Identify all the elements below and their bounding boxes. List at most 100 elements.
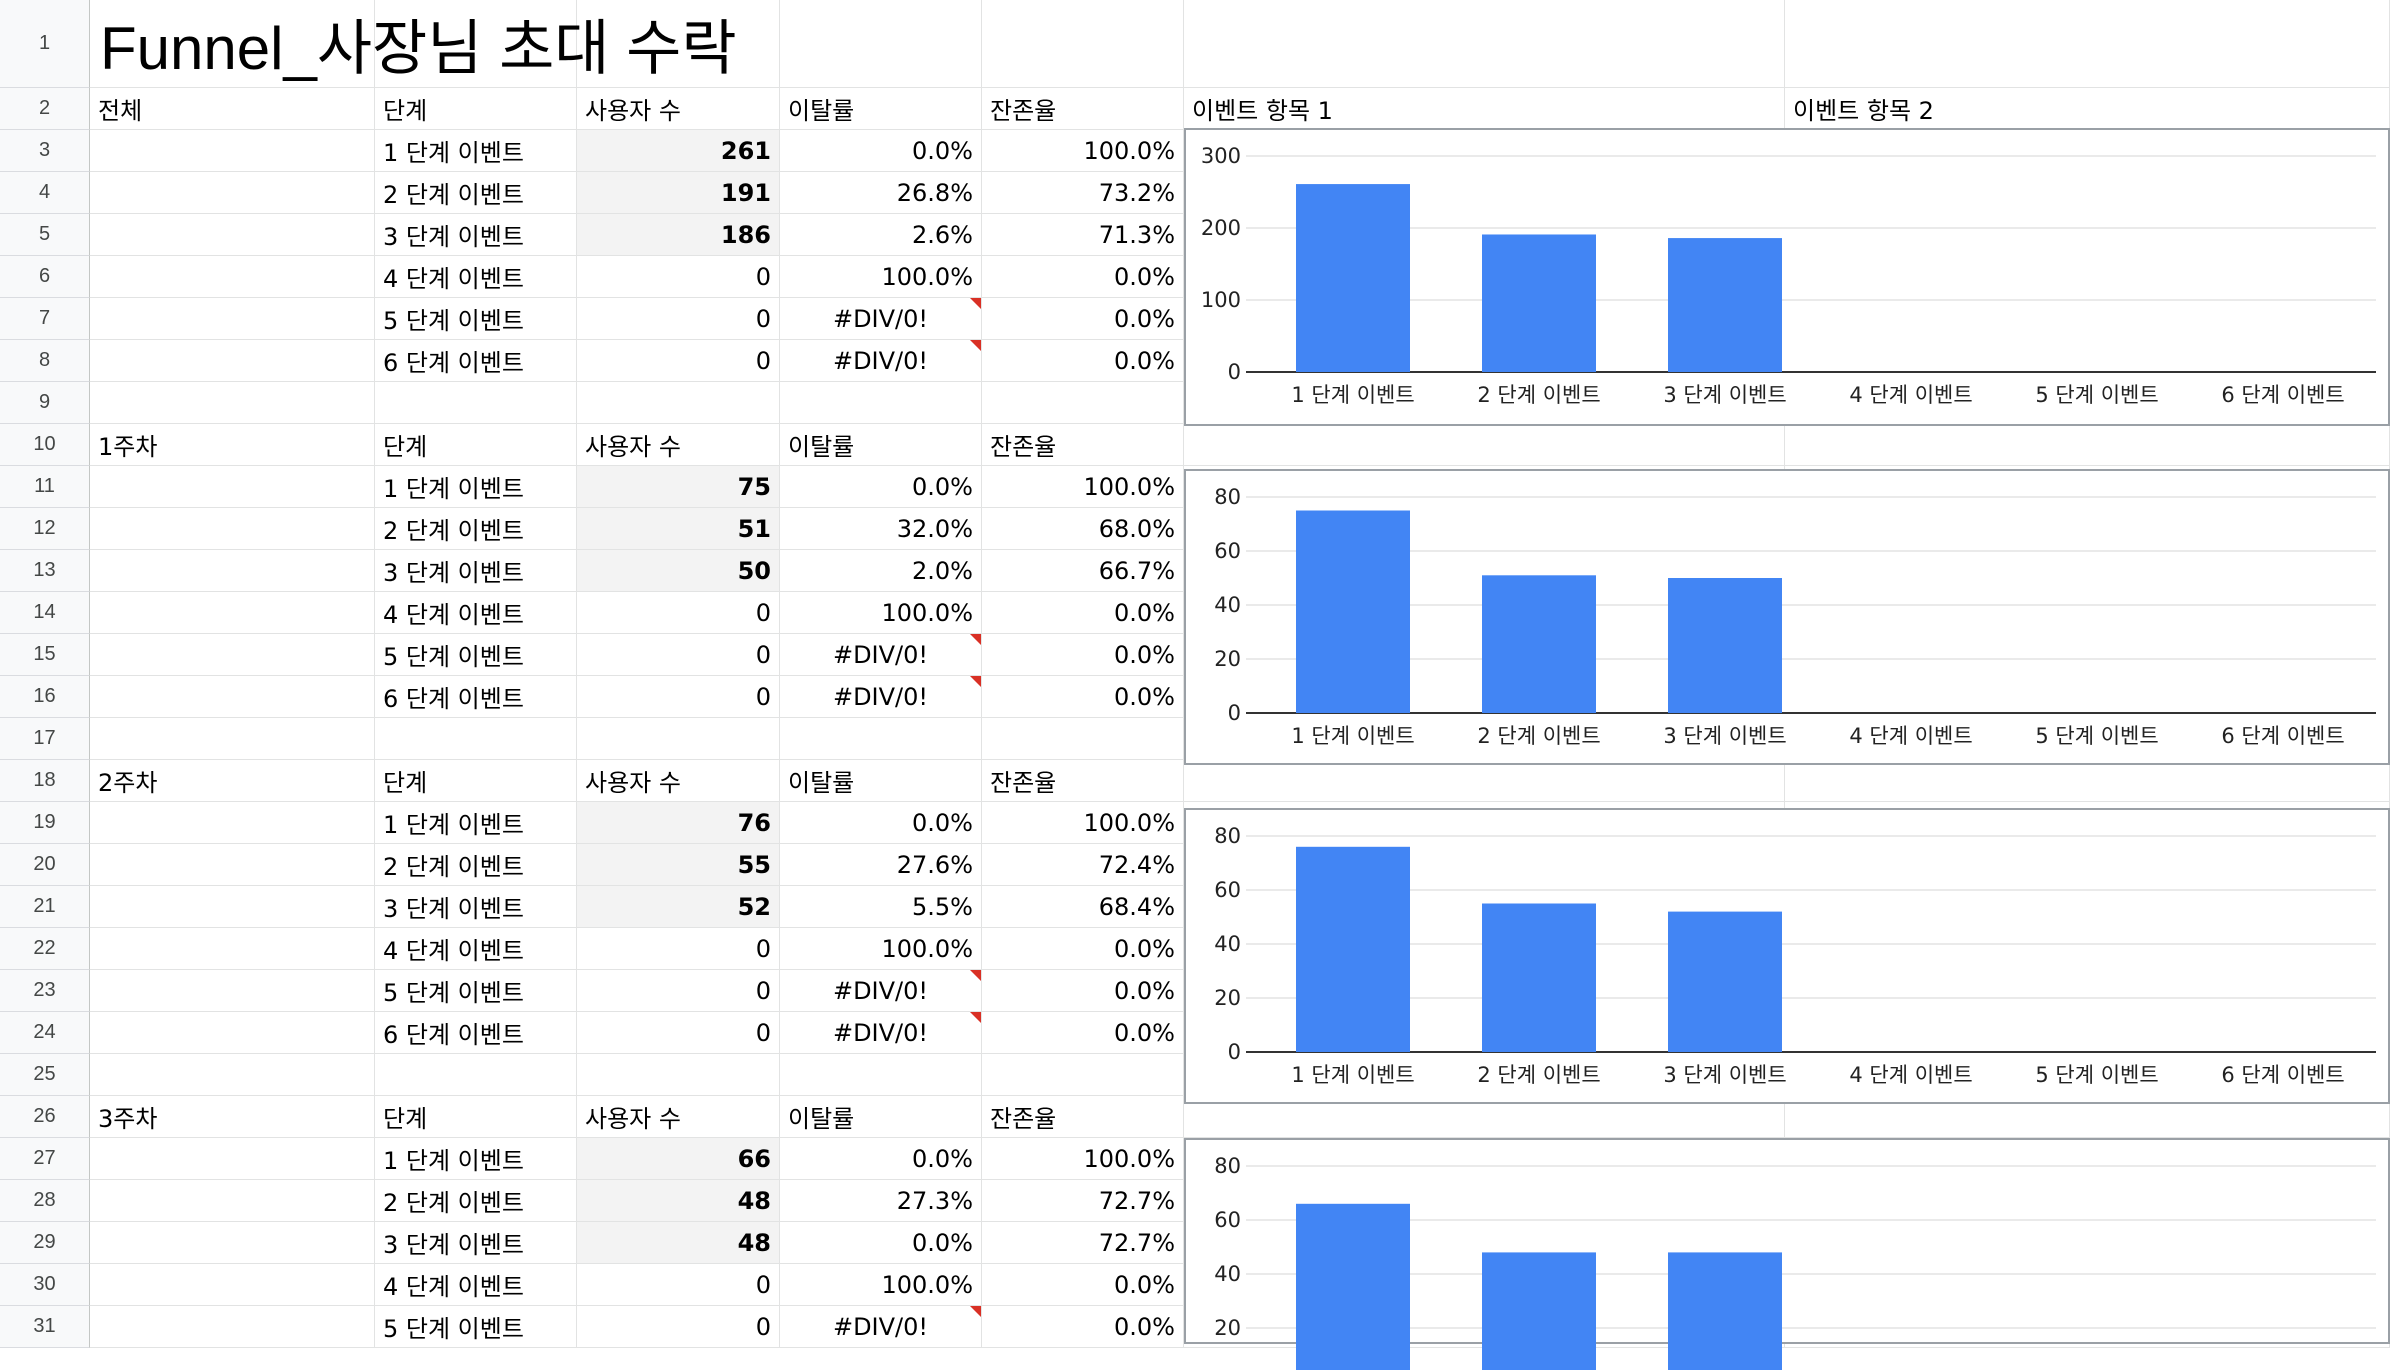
empty-cell[interactable]	[90, 382, 375, 424]
error-marker-icon[interactable]	[970, 970, 981, 981]
empty-cell[interactable]	[90, 256, 375, 298]
dropout-cell[interactable]: 0.0%	[780, 1222, 982, 1264]
empty-cell[interactable]	[90, 130, 375, 172]
empty-cell[interactable]	[1184, 1096, 1785, 1138]
dropout-cell[interactable]: 100.0%	[780, 256, 982, 298]
empty-cell[interactable]	[982, 1054, 1184, 1096]
stage-cell[interactable]: 5 단계 이벤트	[375, 298, 577, 340]
dropout-cell[interactable]: 0.0%	[780, 1138, 982, 1180]
retention-cell[interactable]: 100.0%	[982, 466, 1184, 508]
retention-cell[interactable]: 0.0%	[982, 1012, 1184, 1054]
bar[interactable]	[1296, 846, 1410, 1052]
retention-cell[interactable]: 0.0%	[982, 1306, 1184, 1348]
stage-cell[interactable]: 1 단계 이벤트	[375, 802, 577, 844]
empty-cell[interactable]	[90, 802, 375, 844]
empty-cell[interactable]	[90, 676, 375, 718]
error-marker-icon[interactable]	[970, 340, 981, 351]
dropout-error-cell[interactable]: #DIV/0!	[780, 970, 982, 1012]
empty-cell[interactable]	[90, 592, 375, 634]
dropout-cell[interactable]: 100.0%	[780, 1264, 982, 1306]
dropout-cell[interactable]: 100.0%	[780, 928, 982, 970]
row-header[interactable]: 10	[0, 424, 90, 466]
empty-cell[interactable]	[982, 0, 1184, 88]
empty-cell[interactable]	[90, 550, 375, 592]
row-header[interactable]: 21	[0, 886, 90, 928]
stage-cell[interactable]: 3 단계 이벤트	[375, 1222, 577, 1264]
users-cell[interactable]: 66	[577, 1138, 780, 1180]
error-marker-icon[interactable]	[970, 634, 981, 645]
empty-cell[interactable]	[90, 298, 375, 340]
empty-cell[interactable]	[90, 508, 375, 550]
users-cell[interactable]: 186	[577, 214, 780, 256]
column-header-dropout[interactable]: 이탈률	[780, 88, 982, 130]
dropout-cell[interactable]: 27.3%	[780, 1180, 982, 1222]
row-header[interactable]: 7	[0, 298, 90, 340]
column-header-event2[interactable]: 이벤트 항목 2	[1785, 88, 2390, 130]
retention-cell[interactable]: 66.7%	[982, 550, 1184, 592]
column-header-event1[interactable]: 이벤트 항목 1	[1184, 88, 1785, 130]
empty-cell[interactable]	[577, 718, 780, 760]
bar-chart[interactable]: 0 20 40 60 80 1 단계 이벤트 2 단계 이벤트 3 단계 이벤트 4 단계 이벤…	[1184, 469, 2390, 765]
users-cell[interactable]: 0	[577, 340, 780, 382]
empty-cell[interactable]	[1184, 0, 1785, 88]
users-cell[interactable]: 0	[577, 634, 780, 676]
column-header-dropout[interactable]: 이탈률	[780, 424, 982, 466]
row-header[interactable]: 23	[0, 970, 90, 1012]
stage-cell[interactable]: 4 단계 이벤트	[375, 592, 577, 634]
bar-chart[interactable]: 0 20 40 60 80 1 단계 이벤트 2 단계 이벤트 3 단계 이벤트 4 단계 이벤…	[1184, 808, 2390, 1104]
row-header[interactable]: 2	[0, 88, 90, 130]
dropout-error-cell[interactable]: #DIV/0!	[780, 298, 982, 340]
bar[interactable]	[1296, 1203, 1410, 1370]
users-cell[interactable]: 48	[577, 1180, 780, 1222]
retention-cell[interactable]: 0.0%	[982, 592, 1184, 634]
empty-cell[interactable]	[1184, 424, 1785, 466]
retention-cell[interactable]: 100.0%	[982, 130, 1184, 172]
stage-cell[interactable]: 5 단계 이벤트	[375, 634, 577, 676]
stage-cell[interactable]: 4 단계 이벤트	[375, 928, 577, 970]
stage-cell[interactable]: 6 단계 이벤트	[375, 1012, 577, 1054]
stage-cell[interactable]: 2 단계 이벤트	[375, 172, 577, 214]
users-cell[interactable]: 0	[577, 298, 780, 340]
error-marker-icon[interactable]	[970, 1306, 981, 1317]
users-cell[interactable]: 0	[577, 970, 780, 1012]
error-marker-icon[interactable]	[970, 1012, 981, 1023]
dropout-error-cell[interactable]: #DIV/0!	[780, 676, 982, 718]
row-header[interactable]: 14	[0, 592, 90, 634]
error-marker-icon[interactable]	[970, 298, 981, 309]
stage-cell[interactable]: 1 단계 이벤트	[375, 1138, 577, 1180]
stage-cell[interactable]: 6 단계 이벤트	[375, 340, 577, 382]
retention-cell[interactable]: 72.7%	[982, 1222, 1184, 1264]
stage-cell[interactable]: 1 단계 이벤트	[375, 130, 577, 172]
row-header[interactable]: 25	[0, 1054, 90, 1096]
bar[interactable]	[1296, 184, 1410, 372]
row-header[interactable]: 31	[0, 1306, 90, 1348]
row-header[interactable]: 9	[0, 382, 90, 424]
empty-cell[interactable]	[90, 1222, 375, 1264]
bar[interactable]	[1668, 238, 1782, 372]
dropout-error-cell[interactable]: #DIV/0!	[780, 1012, 982, 1054]
retention-cell[interactable]: 0.0%	[982, 340, 1184, 382]
users-cell[interactable]: 191	[577, 172, 780, 214]
column-header-users[interactable]: 사용자 수	[577, 760, 780, 802]
empty-cell[interactable]	[982, 718, 1184, 760]
users-cell[interactable]: 0	[577, 1264, 780, 1306]
empty-cell[interactable]	[375, 718, 577, 760]
empty-cell[interactable]	[1785, 0, 2390, 88]
stage-cell[interactable]: 4 단계 이벤트	[375, 1264, 577, 1306]
users-cell[interactable]: 52	[577, 886, 780, 928]
row-header[interactable]: 5	[0, 214, 90, 256]
row-header[interactable]: 28	[0, 1180, 90, 1222]
column-header-retention[interactable]: 잔존율	[982, 424, 1184, 466]
row-header[interactable]: 16	[0, 676, 90, 718]
empty-cell[interactable]	[90, 718, 375, 760]
row-header[interactable]: 18	[0, 760, 90, 802]
empty-cell[interactable]	[90, 1264, 375, 1306]
users-cell[interactable]: 0	[577, 592, 780, 634]
retention-cell[interactable]: 0.0%	[982, 970, 1184, 1012]
bar[interactable]	[1668, 578, 1782, 713]
dropout-cell[interactable]: 32.0%	[780, 508, 982, 550]
retention-cell[interactable]: 68.0%	[982, 508, 1184, 550]
empty-cell[interactable]	[90, 844, 375, 886]
retention-cell[interactable]: 0.0%	[982, 1264, 1184, 1306]
column-header-users[interactable]: 사용자 수	[577, 88, 780, 130]
